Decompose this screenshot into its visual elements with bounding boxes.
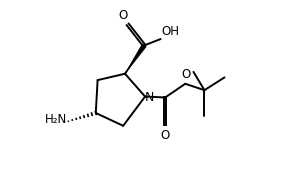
Text: OH: OH — [161, 25, 180, 38]
Text: O: O — [119, 9, 128, 22]
Polygon shape — [125, 44, 146, 74]
Text: O: O — [161, 129, 170, 142]
Text: H₂N: H₂N — [45, 113, 67, 126]
Text: N: N — [145, 91, 154, 104]
Text: O: O — [182, 68, 191, 81]
